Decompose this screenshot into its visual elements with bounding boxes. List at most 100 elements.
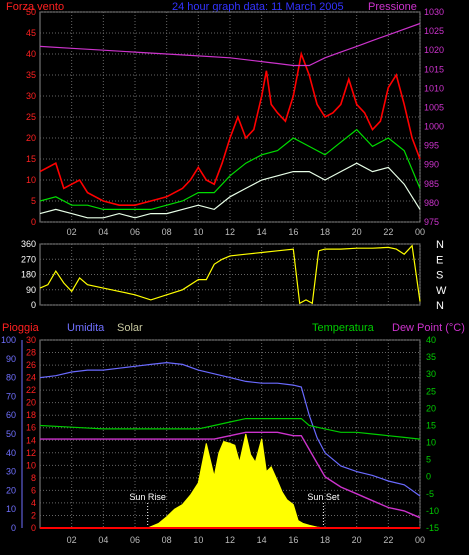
wind-y-tick-label: 45 xyxy=(26,28,36,38)
pressure-y-tick-label: 985 xyxy=(424,179,439,189)
panel1-x-tick-label: 04 xyxy=(98,227,108,237)
pressure-y-tick-label: 1015 xyxy=(424,64,444,74)
compass-label: E xyxy=(436,254,443,266)
panel3-x-tick-label: 12 xyxy=(225,535,235,545)
wind-y-tick-label: 30 xyxy=(26,91,36,101)
panel3-x-tick-label: 14 xyxy=(257,535,267,545)
panel1-x-tick-label: 00 xyxy=(415,227,425,237)
sunrise-label: Sun Rise xyxy=(129,492,166,502)
temp-y-tick-label: 10 xyxy=(426,438,436,448)
sunset-label: Sun Set xyxy=(307,492,340,502)
humidity-y-tick-label: 10 xyxy=(6,504,16,514)
temp-y-tick-label: -15 xyxy=(426,523,439,533)
legend-temperature: Temperatura xyxy=(312,322,375,334)
solar-area xyxy=(147,433,326,529)
panel1-x-tick-label: 18 xyxy=(320,227,330,237)
temp-y-tick-label: 40 xyxy=(426,335,436,345)
temp-y-tick-label: 0 xyxy=(426,472,431,482)
chart-title: 24 hour graph data: 11 March 2005 xyxy=(172,1,344,13)
temp-y-tick-label: -10 xyxy=(426,506,439,516)
panel1-x-tick-label: 10 xyxy=(193,227,203,237)
temp-y-tick-label: 20 xyxy=(426,403,436,413)
rain-y-tick-label: 4 xyxy=(31,498,36,508)
temp-y-tick-label: 25 xyxy=(426,386,436,396)
wind-y-tick-label: 35 xyxy=(26,70,36,80)
panel3-x-tick-label: 06 xyxy=(130,535,140,545)
humidity-y-tick-label: 90 xyxy=(6,354,16,364)
humidity-y-tick-label: 50 xyxy=(6,429,16,439)
direction-y-tick-label: 360 xyxy=(21,239,36,249)
pressure-y-tick-label: 1005 xyxy=(424,102,444,112)
wind-avg-line xyxy=(39,128,421,210)
temp-y-tick-label: 35 xyxy=(426,352,436,362)
pressure-y-tick-label: 990 xyxy=(424,160,439,170)
humidity-y-tick-label: 100 xyxy=(1,335,16,345)
wind-direction-panel: 0 N 90 W 180 S 270 E 360 N xyxy=(21,239,447,312)
rain-y-tick-label: 30 xyxy=(26,335,36,345)
rain-y-tick-label: 16 xyxy=(26,423,36,433)
pressure-y-tick-label: 1025 xyxy=(424,26,444,36)
compass-label: W xyxy=(436,285,447,297)
rain-y-tick-label: 14 xyxy=(26,435,36,445)
temp-y-tick-label: -5 xyxy=(426,489,434,499)
panel3-x-tick-label: 20 xyxy=(352,535,362,545)
direction-y-tick-label: 180 xyxy=(21,270,36,280)
panel1-x-tick-label: 02 xyxy=(67,227,77,237)
panel3-x-tick-label: 02 xyxy=(67,535,77,545)
rain-y-tick-label: 20 xyxy=(26,398,36,408)
legend-rain: Pioggia xyxy=(2,322,40,334)
wind-pressure-panel: 0510152025303540455097598098599099510001… xyxy=(26,7,444,237)
compass-label: S xyxy=(436,270,443,282)
panel1-x-tick-label: 20 xyxy=(352,227,362,237)
panel1-x-tick-label: 14 xyxy=(257,227,267,237)
rain-y-tick-label: 18 xyxy=(26,410,36,420)
compass-label: N xyxy=(436,300,444,312)
panel3-x-tick-label: 18 xyxy=(320,535,330,545)
pressure-y-tick-label: 1000 xyxy=(424,122,444,132)
rain-y-tick-label: 0 xyxy=(31,523,36,533)
wind-y-tick-label: 0 xyxy=(31,217,36,227)
temp-y-tick-label: 15 xyxy=(426,420,436,430)
legend-dewpoint: Dew Point (°C) xyxy=(392,322,465,334)
rain-y-tick-label: 6 xyxy=(31,485,36,495)
panel3-x-tick-label: 16 xyxy=(288,535,298,545)
humidity-y-tick-label: 40 xyxy=(6,448,16,458)
panel3-x-tick-label: 10 xyxy=(193,535,203,545)
legend-solar: Solar xyxy=(117,322,143,334)
temp-y-tick-label: 30 xyxy=(426,369,436,379)
rain-y-tick-label: 2 xyxy=(31,510,36,520)
temperature-line xyxy=(39,418,421,440)
rain-y-tick-label: 8 xyxy=(31,473,36,483)
legend-humidity: Umidita xyxy=(67,322,105,334)
panel1-x-tick-label: 16 xyxy=(288,227,298,237)
rain-y-tick-label: 28 xyxy=(26,348,36,358)
panel1-x-tick-label: 08 xyxy=(162,227,172,237)
panel1-x-tick-label: 12 xyxy=(225,227,235,237)
humidity-y-tick-label: 70 xyxy=(6,391,16,401)
panel1-x-tick-label: 22 xyxy=(383,227,393,237)
panel3-x-tick-label: 08 xyxy=(162,535,172,545)
wind-direction-line xyxy=(39,244,421,305)
rain-y-tick-label: 22 xyxy=(26,385,36,395)
rain-y-tick-label: 26 xyxy=(26,360,36,370)
wind-min-line xyxy=(39,162,421,219)
humidity-y-tick-label: 80 xyxy=(6,373,16,383)
pressure-y-tick-label: 975 xyxy=(424,217,439,227)
humidity-y-tick-label: 30 xyxy=(6,467,16,477)
wind-axis-title: Forza vento xyxy=(6,1,64,13)
pressure-axis-title: Pressione xyxy=(368,1,417,13)
direction-y-tick-label: 90 xyxy=(26,285,36,295)
rain-y-tick-label: 10 xyxy=(26,460,36,470)
pressure-y-tick-label: 980 xyxy=(424,198,439,208)
compass-label: N xyxy=(436,239,444,251)
wind-y-tick-label: 20 xyxy=(26,133,36,143)
panel1-x-tick-label: 06 xyxy=(130,227,140,237)
direction-y-tick-label: 270 xyxy=(21,254,36,264)
wind-gust-line xyxy=(39,51,421,206)
pressure-y-tick-label: 1020 xyxy=(424,45,444,55)
pressure-line xyxy=(39,22,421,67)
dewpoint-line xyxy=(40,431,421,519)
pressure-y-tick-label: 995 xyxy=(424,141,439,151)
pressure-y-tick-label: 1010 xyxy=(424,83,444,93)
